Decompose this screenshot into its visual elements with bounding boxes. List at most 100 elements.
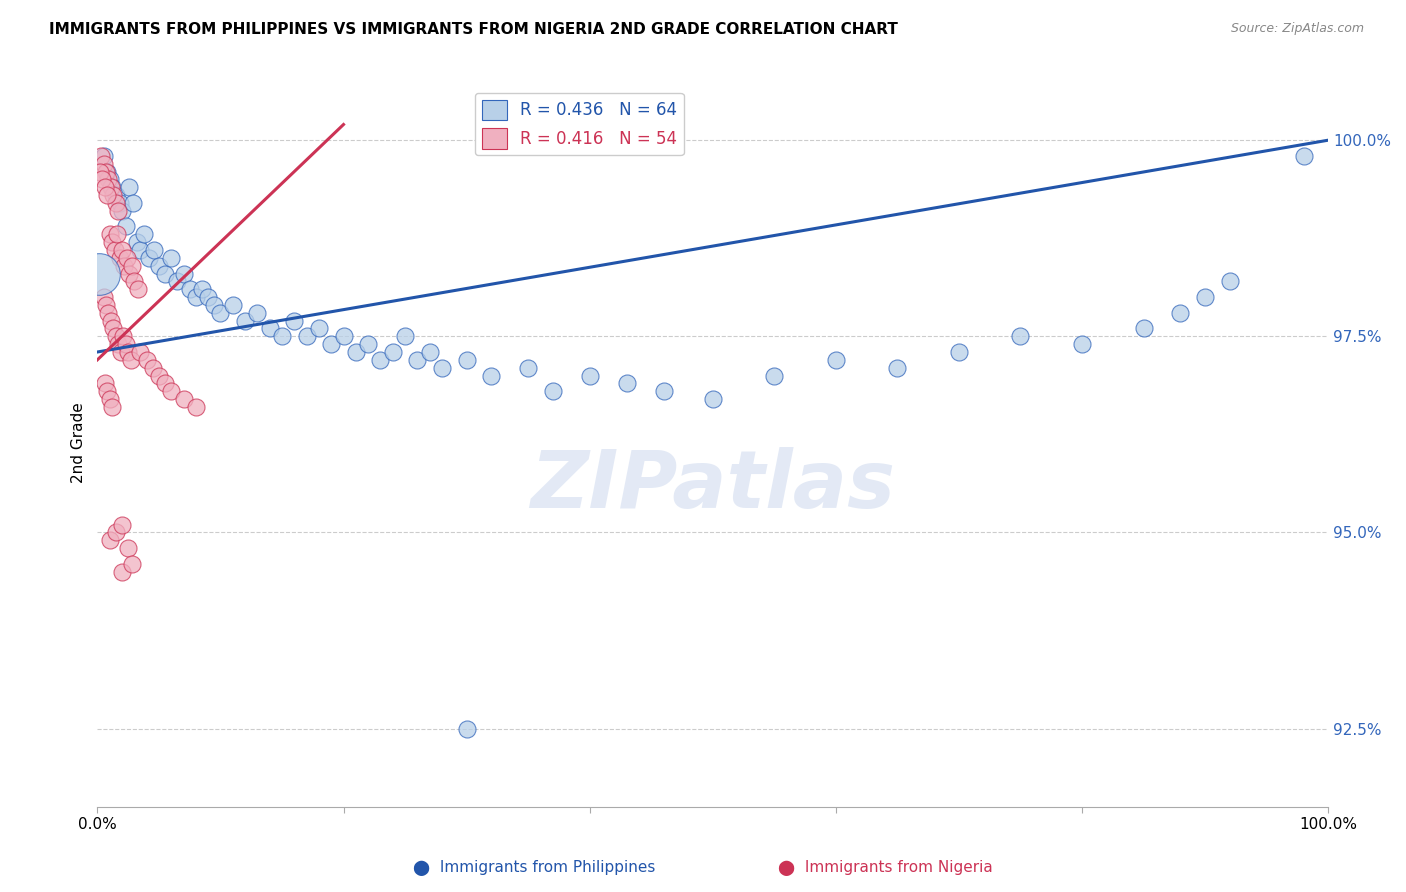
Point [89,164,111,178]
Text: ⬤  Immigrants from Philippines: ⬤ Immigrants from Philippines [413,861,655,876]
Point [114,337,136,351]
Point [93,376,115,391]
Point [357,337,380,351]
Point [93,149,115,163]
Point [166,274,188,288]
Point [283,313,305,327]
Point [112,329,135,343]
Point [184,290,207,304]
Point [87,267,110,281]
Point [98,227,121,242]
Point [456,722,478,736]
Point [308,321,330,335]
Point [370,352,392,367]
Point [103,188,125,202]
Point [1170,306,1192,320]
Point [97,306,120,320]
Point [93,290,115,304]
Point [103,243,125,257]
Point [97,172,120,186]
Text: Source: ZipAtlas.com: Source: ZipAtlas.com [1230,22,1364,36]
Point [948,345,970,359]
Point [246,306,269,320]
Point [121,557,143,571]
Point [110,345,132,359]
Point [616,376,638,391]
Point [129,243,152,257]
Point [259,321,281,335]
Point [763,368,786,383]
Point [111,243,134,257]
Point [117,541,139,555]
Point [142,360,165,375]
Text: ⬤  Immigrants from Nigeria: ⬤ Immigrants from Nigeria [779,861,993,876]
Point [479,368,502,383]
Point [107,337,129,351]
Point [96,164,118,178]
Point [111,565,134,579]
Point [103,321,125,335]
Point [160,384,183,399]
Point [886,360,908,375]
Point [202,298,225,312]
Point [120,352,142,367]
Point [107,203,129,218]
Point [98,392,121,406]
Point [153,376,176,391]
Point [96,384,118,399]
Point [173,392,195,406]
Point [100,313,122,327]
Point [271,329,294,343]
Point [430,360,453,375]
Point [179,282,201,296]
Point [143,243,166,257]
Point [125,235,148,249]
Point [122,196,145,211]
Point [153,267,176,281]
Y-axis label: 2nd Grade: 2nd Grade [72,401,86,483]
Point [138,251,160,265]
Text: IMMIGRANTS FROM PHILIPPINES VS IMMIGRANTS FROM NIGERIA 2ND GRADE CORRELATION CHA: IMMIGRANTS FROM PHILIPPINES VS IMMIGRANT… [49,22,898,37]
Point [824,352,846,367]
Point [295,329,318,343]
Point [148,368,170,383]
Point [129,345,152,359]
Point [127,282,149,296]
Point [94,164,117,178]
Legend: R = 0.436   N = 64, R = 0.416   N = 54: R = 0.436 N = 64, R = 0.416 N = 54 [475,93,683,155]
Point [344,345,367,359]
Point [108,196,131,211]
Point [90,149,112,163]
Point [702,392,724,406]
Point [98,533,121,548]
Point [108,251,131,265]
Point [93,157,115,171]
Point [652,384,675,399]
Point [406,352,429,367]
Point [104,196,127,211]
Point [101,235,124,249]
Point [112,259,135,273]
Point [96,188,118,202]
Point [1194,290,1216,304]
Point [118,267,141,281]
Point [394,329,416,343]
Point [1071,337,1094,351]
Point [94,298,117,312]
Point [191,282,214,296]
Point [117,345,139,359]
Point [121,259,143,273]
Point [184,400,207,414]
Point [222,298,245,312]
Point [517,360,540,375]
Point [381,345,404,359]
Point [134,227,156,242]
Point [93,180,115,194]
Point [233,313,256,327]
Point [197,290,219,304]
Point [173,267,195,281]
Point [101,180,124,194]
Point [104,188,127,202]
Point [101,400,124,414]
Point [118,180,141,194]
